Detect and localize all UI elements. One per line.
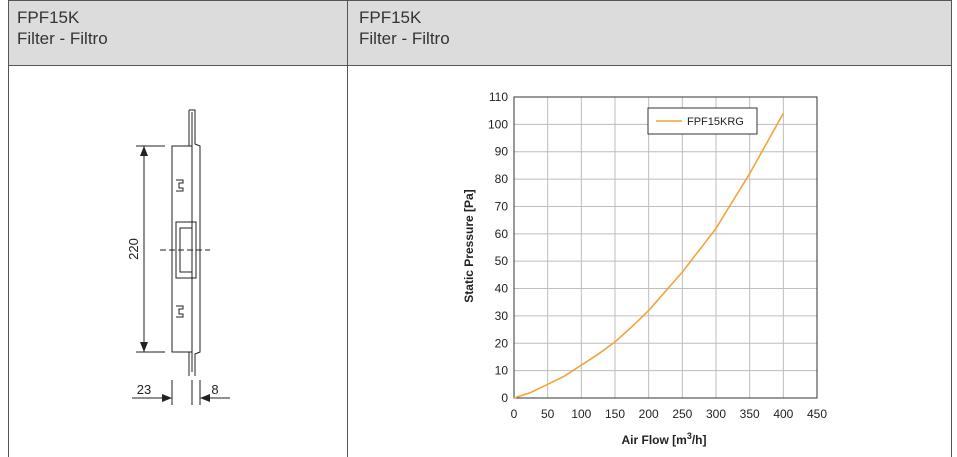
x-axis-label-sup: 3 xyxy=(687,431,692,441)
x-tick-label-450: 450 xyxy=(807,407,827,421)
header-right-subtitle: Filter - Filtro xyxy=(359,29,450,48)
x-tick-label-50: 50 xyxy=(541,407,555,421)
x-tick-label-300: 300 xyxy=(706,407,726,421)
arrow-up xyxy=(140,146,148,156)
y-tick-label-30: 30 xyxy=(495,309,509,323)
x-axis-label-end: /h] xyxy=(692,433,707,447)
header-left-subtitle: Filter - Filtro xyxy=(17,29,108,48)
y-tick-label-100: 100 xyxy=(488,117,508,131)
arrow-left xyxy=(200,394,210,402)
y-tick-label-40: 40 xyxy=(495,282,509,296)
plot-frame xyxy=(513,96,818,399)
y-tick-label-50: 50 xyxy=(495,254,509,268)
y-tick-label-90: 90 xyxy=(495,145,509,159)
header-cell-right: FPF15K Filter - Filtro xyxy=(359,7,450,49)
column-divider xyxy=(347,0,348,457)
x-tick-label-400: 400 xyxy=(773,407,793,421)
y-tick-label-0: 0 xyxy=(501,391,508,405)
spec-sheet: FPF15K Filter - Filtro FPF15K Filter - F… xyxy=(8,0,952,457)
x-tick-label-0: 0 xyxy=(511,407,518,421)
dim-label-height: 220 xyxy=(126,238,141,260)
legend-label: FPF15KRG xyxy=(687,116,744,128)
arrow-down xyxy=(140,342,148,352)
x-axis-label-main: Air Flow [m xyxy=(621,433,686,447)
x-tick-label-150: 150 xyxy=(605,407,625,421)
series-layer xyxy=(513,113,784,399)
header-cell-left: FPF15K Filter - Filtro xyxy=(17,7,108,49)
y-axis-label: Static Pressure [Pa] xyxy=(462,189,476,302)
y-tick-label-80: 80 xyxy=(495,172,509,186)
lower-clip xyxy=(176,305,184,318)
y-tick-label-10: 10 xyxy=(495,364,509,378)
upper-clip xyxy=(176,179,184,192)
y-tick-label-110: 110 xyxy=(489,90,508,104)
x-tick-label-100: 100 xyxy=(571,407,591,421)
header-row: FPF15K Filter - Filtro FPF15K Filter - F… xyxy=(9,0,951,66)
tick-labels: 0 50 100 150 200 250 300 350 400 450 0 10 20 30 40 50 60… xyxy=(488,90,827,421)
arrow-right xyxy=(162,394,172,402)
pressure-chart: 0 50 100 150 200 250 300 350 400 450 0 10 20 30 40 50 60… xyxy=(462,90,827,447)
filter-frame xyxy=(171,145,193,353)
x-tick-label-350: 350 xyxy=(740,407,760,421)
chart-grid xyxy=(513,96,818,399)
x-axis-label: Air Flow [m3/h] xyxy=(621,431,706,447)
header-right-model: FPF15K xyxy=(359,8,422,27)
dim-arrows xyxy=(140,146,210,402)
filter-drawing xyxy=(132,109,230,405)
series-line-0 xyxy=(513,113,784,399)
dim-label-left: 23 xyxy=(137,382,151,397)
dim-label-right: 8 xyxy=(211,382,218,397)
y-tick-label-20: 20 xyxy=(495,336,509,350)
y-tick-label-60: 60 xyxy=(495,227,509,241)
legend: FPF15KRG xyxy=(647,107,758,135)
x-tick-label-200: 200 xyxy=(639,407,659,421)
y-tick-label-70: 70 xyxy=(495,199,509,213)
filter-plate-profile xyxy=(189,109,201,376)
x-tick-label-250: 250 xyxy=(672,407,692,421)
header-left-model: FPF15K xyxy=(17,8,80,27)
